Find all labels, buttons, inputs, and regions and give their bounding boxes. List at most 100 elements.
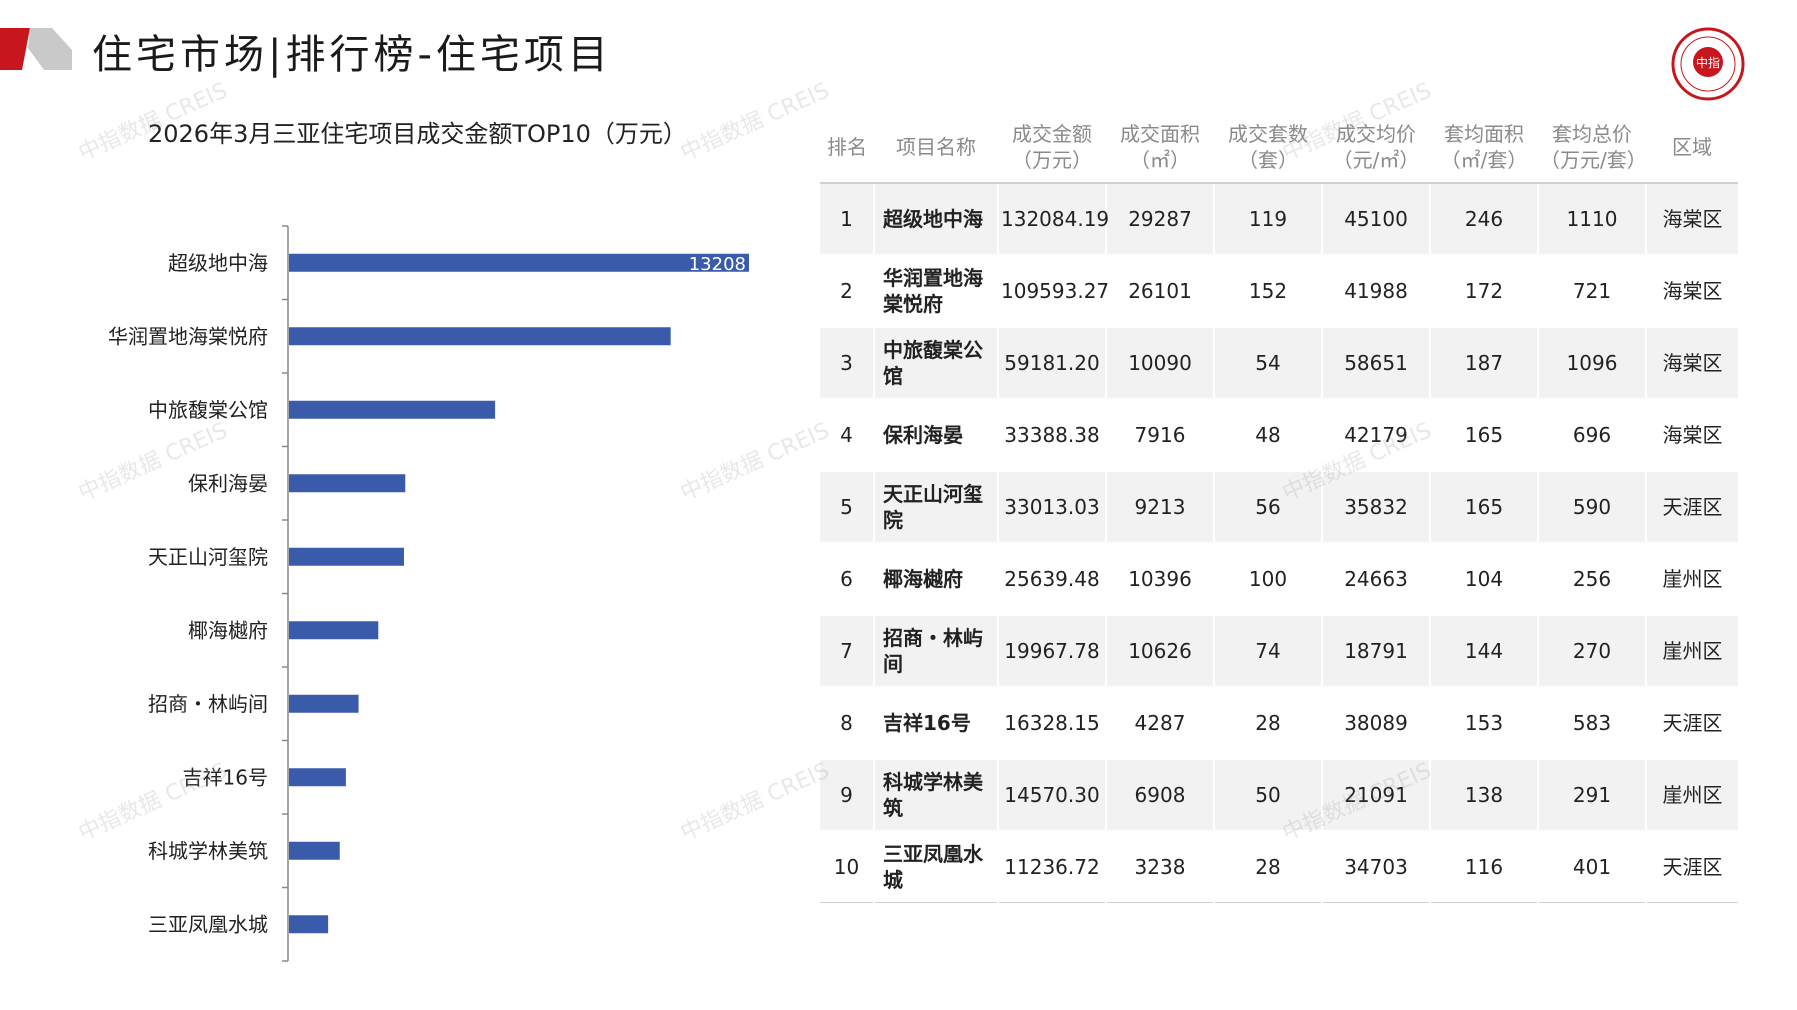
table-row: 7 招商・林屿间 19967.78 10626 74 18791 144 270 崖州区 xyxy=(820,614,1738,687)
table-row: 1 超级地中海 132084.19 29287 119 45100 246 1110 海棠区 xyxy=(820,182,1738,255)
table-cell: 132084.19 xyxy=(997,182,1109,255)
table-cell: 26101 xyxy=(1105,254,1214,327)
column-header-text: 套均面积 xyxy=(1444,122,1524,146)
table-cell: 153 xyxy=(1429,686,1538,759)
category-label: 天正山河玺院 xyxy=(148,545,268,569)
data-label: 13208 xyxy=(689,254,746,275)
column-header: 套均面积 （㎡/套） xyxy=(1430,112,1538,184)
table-cell: 天涯区 xyxy=(1645,830,1738,903)
category-label: 科城学林美筑 xyxy=(148,839,268,863)
table-cell: 7916 xyxy=(1105,398,1214,471)
bar xyxy=(289,915,329,934)
column-header-text: 区域 xyxy=(1672,135,1712,159)
project-name-cell: 招商・林屿间 xyxy=(873,614,998,687)
table-cell: 28 xyxy=(1213,686,1322,759)
table-cell: 172 xyxy=(1429,254,1538,327)
table-cell: 291 xyxy=(1537,758,1646,831)
table-cell: 10626 xyxy=(1105,614,1214,687)
table-cell: 144 xyxy=(1429,614,1538,687)
column-header: 成交均价 （元/㎡） xyxy=(1322,112,1430,184)
bar xyxy=(289,253,749,272)
bar xyxy=(289,694,359,713)
table-cell: 崖州区 xyxy=(1645,614,1738,687)
table-cell: 10396 xyxy=(1105,542,1214,615)
page-title: 住宅市场|排行榜-住宅项目 xyxy=(92,32,612,78)
table-cell: 崖州区 xyxy=(1645,542,1738,615)
bar xyxy=(289,621,379,640)
table-cell: 58651 xyxy=(1321,326,1430,399)
project-name-cell: 中旅馥棠公馆 xyxy=(873,326,998,399)
table-cell: 崖州区 xyxy=(1645,758,1738,831)
column-header-text: 成交套数 xyxy=(1228,122,1308,146)
column-header: 区域 xyxy=(1646,112,1738,184)
table-cell: 海棠区 xyxy=(1645,254,1738,327)
table-cell: 42179 xyxy=(1321,398,1430,471)
table-cell: 1096 xyxy=(1537,326,1646,399)
column-header: 成交套数 （套） xyxy=(1214,112,1322,184)
table-cell: 海棠区 xyxy=(1645,398,1738,471)
table-cell: 187 xyxy=(1429,326,1538,399)
bar xyxy=(289,841,340,860)
table-row: 10 三亚凤凰水城 11236.72 3238 28 34703 116 401 天涯区 xyxy=(820,830,1738,903)
column-header: 项目名称 xyxy=(874,112,998,184)
bar xyxy=(289,474,406,493)
table-cell: 246 xyxy=(1429,182,1538,255)
column-header-text: （㎡） xyxy=(1130,148,1190,172)
watermark: 中指数据 CREIS xyxy=(676,78,834,167)
table-cell: 14570.30 xyxy=(997,758,1106,831)
table-cell: 28 xyxy=(1213,830,1322,903)
table-cell: 138 xyxy=(1429,758,1538,831)
category-label: 椰海樾府 xyxy=(188,618,268,642)
project-name-cell: 椰海樾府 xyxy=(873,542,998,615)
table-cell: 41988 xyxy=(1321,254,1430,327)
table-cell: 74 xyxy=(1213,614,1322,687)
table-cell: 5 xyxy=(820,470,874,543)
table-cell: 21091 xyxy=(1321,758,1430,831)
column-header-text: 套均总价 xyxy=(1552,122,1632,146)
table-cell: 590 xyxy=(1537,470,1646,543)
table-cell: 152 xyxy=(1213,254,1322,327)
table-cell: 9213 xyxy=(1105,470,1214,543)
table-cell: 1 xyxy=(820,182,874,255)
chart-title: 2026年3月三亚住宅项目成交金额TOP10（万元） xyxy=(148,120,687,148)
table-cell: 104 xyxy=(1429,542,1538,615)
column-header: 成交面积 （㎡） xyxy=(1106,112,1214,184)
project-name-cell: 吉祥16号 xyxy=(873,686,998,759)
table-row: 2 华润置地海棠悦府 109593.27 26101 152 41988 172 721 海棠区 xyxy=(820,254,1738,327)
table-cell: 天涯区 xyxy=(1645,686,1738,759)
table-cell: 3238 xyxy=(1105,830,1214,903)
table-cell: 4287 xyxy=(1105,686,1214,759)
table-cell: 54 xyxy=(1213,326,1322,399)
table-cell: 4 xyxy=(820,398,874,471)
table-cell: 401 xyxy=(1537,830,1646,903)
column-header-text: 项目名称 xyxy=(896,135,976,159)
table-cell: 3 xyxy=(820,326,874,399)
table-header-row: 排名 项目名称 成交金额 （万元） 成交面积 （㎡） 成交套数 （套） 成交均价 （元/㎡） 套均面… xyxy=(820,112,1738,184)
table-cell: 583 xyxy=(1537,686,1646,759)
table-cell: 33013.03 xyxy=(997,470,1106,543)
table-cell: 59181.20 xyxy=(997,326,1106,399)
table-cell: 109593.27 xyxy=(997,254,1109,327)
table-cell: 38089 xyxy=(1321,686,1430,759)
table-row: 3 中旅馥棠公馆 59181.20 10090 54 58651 187 1096 海棠区 xyxy=(820,326,1738,399)
table-cell: 48 xyxy=(1213,398,1322,471)
table-cell: 11236.72 xyxy=(997,830,1106,903)
column-header: 套均总价 （万元/套） xyxy=(1538,112,1647,184)
table-cell: 19967.78 xyxy=(997,614,1106,687)
column-header: 成交金额 （万元） xyxy=(998,112,1106,184)
table-cell: 9 xyxy=(820,758,874,831)
table-cell: 海棠区 xyxy=(1645,326,1738,399)
table-cell: 256 xyxy=(1537,542,1646,615)
bar-chart: 超级地中海 13208 华润置地海棠悦府中旅馥棠公馆保利海晏天正山河玺院椰海樾府招商… xyxy=(108,225,749,962)
column-header-text: （㎡/套） xyxy=(1440,148,1528,172)
table-row: 8 吉祥16号 16328.15 4287 28 38089 153 583 天涯区 xyxy=(820,686,1738,759)
table-cell: 56 xyxy=(1213,470,1322,543)
column-header-text: 成交面积 xyxy=(1120,122,1200,146)
column-header-text: （万元） xyxy=(1012,148,1092,172)
project-name-cell: 保利海晏 xyxy=(873,398,998,471)
table-cell: 165 xyxy=(1429,470,1538,543)
project-name-cell: 超级地中海 xyxy=(873,182,998,255)
table-cell: 50 xyxy=(1213,758,1322,831)
table-cell: 10090 xyxy=(1105,326,1214,399)
bar xyxy=(289,547,404,566)
